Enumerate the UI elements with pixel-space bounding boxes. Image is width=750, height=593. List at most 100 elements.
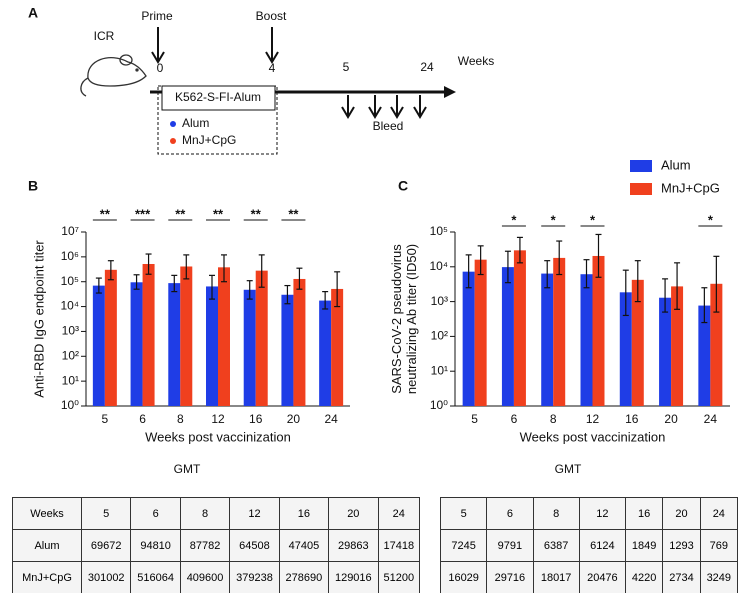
y-axis-label: Anti-RBD IgG endpoint titer xyxy=(31,240,46,398)
y-tick-label: 10⁵ xyxy=(430,224,448,238)
bar xyxy=(474,259,487,406)
timepoint: 0 xyxy=(157,61,164,75)
error-bar xyxy=(477,245,484,276)
table-cell: 20 xyxy=(662,497,701,530)
x-tick-label: 12 xyxy=(211,412,225,426)
bar xyxy=(218,267,230,406)
vaccine-box xyxy=(157,85,278,155)
table-cell: 1849 xyxy=(624,529,664,562)
table-cell: 379238 xyxy=(229,561,280,593)
bar xyxy=(501,267,514,406)
table-cell: 278690 xyxy=(278,561,330,593)
table-cell: 8 xyxy=(179,497,231,530)
legend-label: MnJ+CpG xyxy=(661,180,720,195)
table-row: Alum 69672 94810 87782 64508 47405 29863 17418 xyxy=(12,529,421,562)
table-cell: 18017 xyxy=(532,561,580,593)
legend-label: MnJ+CpG xyxy=(182,133,236,147)
panel-label: B xyxy=(28,178,38,194)
y-axis-label: neutralizing Ab titer (ID50) xyxy=(404,244,419,394)
table-row: 16029 29716 18017 20476 4220 2734 3249 xyxy=(439,561,739,593)
table-cell: MnJ+CpG xyxy=(12,561,82,593)
bar xyxy=(541,273,554,406)
bar xyxy=(710,283,723,406)
bar xyxy=(631,279,644,406)
table-cell: 2734 xyxy=(662,561,701,593)
animal-label: ICR xyxy=(94,29,115,43)
error-bar xyxy=(258,254,265,288)
table-cell: 16029 xyxy=(439,561,488,593)
table-cell: 20 xyxy=(328,497,379,530)
significance-label: * xyxy=(551,212,557,227)
table-cell: 12 xyxy=(229,497,280,530)
x-tick-label: 16 xyxy=(625,412,639,426)
x-tick-label: 24 xyxy=(324,412,338,426)
bar xyxy=(168,283,181,406)
bar xyxy=(671,286,684,406)
significance-label: ** xyxy=(213,206,224,221)
table-cell: 4220 xyxy=(624,561,664,593)
x-tick-label: 5 xyxy=(471,412,478,426)
bar xyxy=(319,300,332,406)
significance-label: ** xyxy=(288,206,299,221)
table-row: 7245 9791 6387 6124 1849 1293 769 xyxy=(439,529,739,562)
y-tick-label: 10² xyxy=(62,348,79,362)
table-cell: 94810 xyxy=(130,529,181,562)
error-bar xyxy=(107,260,114,281)
error-bar xyxy=(504,250,511,284)
table-cell: 17418 xyxy=(377,529,421,562)
table-cell: 29863 xyxy=(328,529,379,562)
significance-label: ** xyxy=(175,206,186,221)
table-cell: 12 xyxy=(578,497,627,530)
table-cell: 6124 xyxy=(578,529,627,562)
error-bar xyxy=(322,291,329,310)
error-bar xyxy=(221,254,227,283)
y-tick-label: 10⁰ xyxy=(61,398,79,412)
table-cell: 129016 xyxy=(328,561,379,593)
table-cell: 516064 xyxy=(130,561,181,593)
table-cell: 6 xyxy=(486,497,534,530)
error-bar xyxy=(516,236,523,264)
gmt-table: 5 6 8 12 16 20 24 7245 9791 6387 6124 1849 1293 769 16… xyxy=(439,497,739,593)
table-row: Weeks 5 6 8 12 16 20 24 xyxy=(12,497,421,530)
legend-dot xyxy=(170,138,176,144)
significance-label: * xyxy=(590,212,596,227)
table-cell: 409600 xyxy=(179,561,231,593)
significance-label: * xyxy=(511,212,517,227)
error-bar xyxy=(246,280,253,300)
table-cell: 769 xyxy=(699,529,739,562)
legend-swatch xyxy=(630,183,652,195)
table-cell: 5 xyxy=(439,497,488,530)
bar xyxy=(130,282,143,406)
error-bar xyxy=(634,260,641,303)
error-bar xyxy=(95,277,102,294)
y-tick-label: 10⁵ xyxy=(61,274,79,288)
error-bar xyxy=(183,254,190,280)
vaccine-title-box xyxy=(161,85,276,111)
error-bar xyxy=(713,255,720,313)
x-tick-label: 20 xyxy=(664,412,678,426)
bar xyxy=(592,255,605,406)
x-tick-label: 8 xyxy=(177,412,184,426)
bar xyxy=(580,274,593,406)
table-cell: 1293 xyxy=(662,529,701,562)
vaccine-label: K562-S-FI-Alum xyxy=(175,90,261,104)
error-bar xyxy=(133,274,140,290)
prime-label: Prime xyxy=(141,9,173,23)
error-bar xyxy=(556,240,563,276)
y-tick-label: 10¹ xyxy=(431,363,448,377)
y-tick-label: 10⁶ xyxy=(61,249,79,263)
y-tick-label: 10³ xyxy=(62,324,79,338)
table-cell: 9791 xyxy=(486,529,534,562)
error-bar xyxy=(595,233,602,278)
error-bar xyxy=(171,274,178,293)
bar xyxy=(619,292,632,406)
bar xyxy=(698,305,711,406)
y-tick-label: 10⁰ xyxy=(430,398,448,412)
table-cell: 51200 xyxy=(377,561,421,593)
bar xyxy=(462,271,475,406)
significance-label: *** xyxy=(135,206,151,221)
mouse-icon xyxy=(80,54,147,97)
bar xyxy=(104,269,117,406)
